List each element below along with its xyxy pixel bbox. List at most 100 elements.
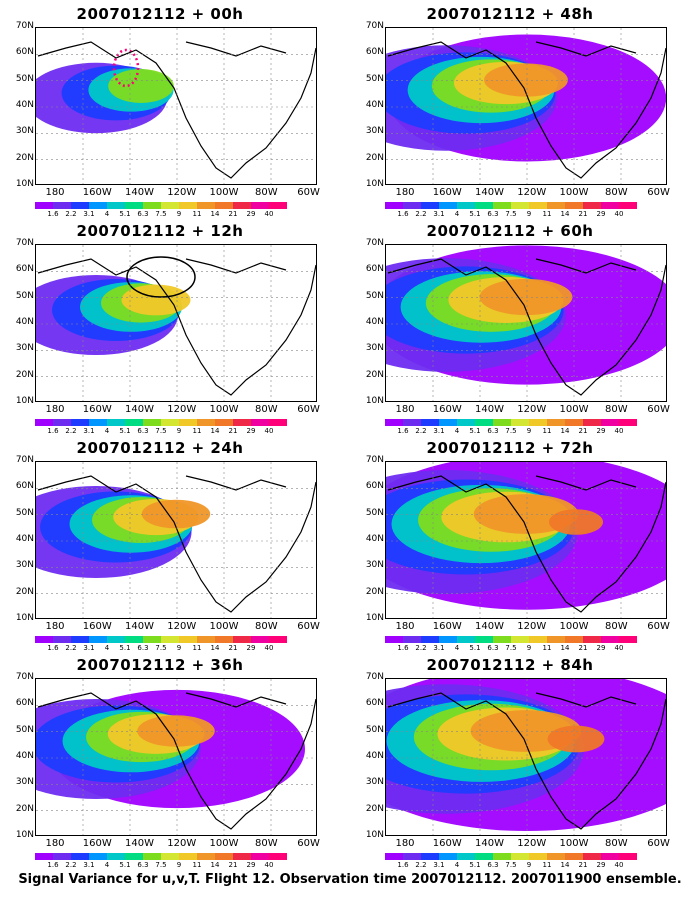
panel-title: 2007012112 + 84h: [426, 656, 594, 674]
colorbar-label: 29: [596, 427, 606, 435]
lat-label: 20N: [365, 152, 384, 163]
colorbar-swatch: [125, 419, 143, 426]
colorbar-swatch: [197, 419, 215, 426]
colorbar-swatch: [385, 419, 403, 426]
colorbar-swatch: [457, 636, 475, 643]
colorbar-label: 9: [176, 427, 182, 435]
colorbar-label: 14: [210, 861, 220, 869]
lon-label: 160W: [432, 187, 462, 198]
colorbar-swatch: [71, 419, 89, 426]
lat-label: 20N: [15, 152, 34, 163]
colorbar-swatch: [529, 202, 547, 209]
colorbar-label: 11: [542, 644, 552, 652]
colorbar-swatch: [385, 853, 403, 860]
colorbar-swatch: [403, 202, 421, 209]
colorbar-label: 1.6: [397, 644, 409, 652]
map-panel: 2007012112 + 84h 70N 60N 50N 40N 30N 20N 10N 180…: [350, 656, 670, 871]
colorbar-label: 3.1: [433, 644, 445, 652]
colorbar-swatch: [89, 636, 107, 643]
map-area: [35, 678, 317, 836]
colorbar-swatch: [565, 419, 583, 426]
colorbar-label: 7.5: [155, 427, 167, 435]
colorbar-swatch: [233, 419, 251, 426]
lon-label: 60W: [647, 187, 670, 198]
colorbar-swatch: [35, 202, 53, 209]
colorbar-swatch: [493, 419, 511, 426]
lon-label: 180: [395, 404, 415, 415]
colorbar-swatch: [493, 636, 511, 643]
colorbar-swatch: [529, 853, 547, 860]
colorbar-label: 21: [228, 427, 238, 435]
colorbar-swatch: [71, 636, 89, 643]
colorbar-swatch: [179, 202, 197, 209]
variance-contour: [121, 284, 191, 316]
lon-label: 100W: [559, 838, 589, 849]
colorbar-swatch: [89, 419, 107, 426]
variance-field: [386, 462, 666, 618]
colorbar-label: 4: [454, 861, 460, 869]
colorbar-swatch: [421, 202, 439, 209]
lat-label: 50N: [15, 507, 34, 518]
lon-label: 160W: [432, 621, 462, 632]
colorbar-swatch: [233, 636, 251, 643]
colorbar-label: 5.1: [469, 861, 481, 869]
colorbar-label: 6.3: [487, 644, 499, 652]
panel-title: 2007012112 + 48h: [426, 5, 594, 23]
lon-label: 80W: [254, 404, 278, 415]
lat-label: 40N: [365, 751, 384, 761]
colorbar-swatch: [511, 419, 529, 426]
colorbar-label: 1.6: [397, 210, 409, 218]
colorbar-label: 40: [614, 644, 624, 652]
colorbar-label: 29: [246, 427, 256, 435]
variance-contour: [108, 69, 174, 103]
lon-label: 120W: [517, 621, 547, 632]
lon-label: 140W: [475, 621, 505, 632]
lon-label: 80W: [604, 838, 628, 849]
map-panel: 2007012112 + 60h 70N 60N 50N 40N 30N 20N 10N 180…: [350, 222, 670, 437]
lon-label: 180: [395, 621, 415, 632]
colorbar-label: 11: [192, 427, 202, 435]
colorbar-swatch: [421, 853, 439, 860]
lon-label: 120W: [167, 621, 197, 632]
colorbar-label: 4: [454, 210, 460, 218]
lat-label: 70N: [15, 455, 34, 465]
map-area: [385, 244, 667, 402]
lat-label: 40N: [15, 751, 34, 761]
coastline: [37, 41, 316, 179]
colorbar-swatch: [529, 636, 547, 643]
colorbar-swatch: [125, 202, 143, 209]
colorbar-label: 14: [560, 210, 570, 218]
colorbar-swatch: [439, 636, 457, 643]
lon-label: 160W: [82, 838, 112, 849]
colorbar-label: 3.1: [433, 210, 445, 218]
lat-label: 40N: [15, 100, 34, 110]
variance-contour: [141, 499, 211, 529]
colorbar-label: 21: [228, 210, 238, 218]
lon-label: 60W: [647, 404, 670, 415]
colorbar-label: 29: [596, 861, 606, 869]
colorbar-swatch: [215, 202, 233, 209]
lon-label: 120W: [167, 838, 197, 849]
colorbar-swatch: [529, 419, 547, 426]
lat-label: 10N: [365, 830, 384, 840]
map-area: [385, 27, 667, 185]
colorbar-swatch: [125, 853, 143, 860]
colorbar-label: 3.1: [433, 427, 445, 435]
colorbar-label: 40: [264, 644, 274, 652]
map-area: [385, 461, 667, 619]
variance-field: [36, 679, 316, 835]
colorbar-swatch: [457, 419, 475, 426]
colorbar-label: 1.6: [397, 427, 409, 435]
colorbar-swatch: [107, 419, 125, 426]
colorbar-swatch: [107, 853, 125, 860]
lon-label: 160W: [432, 838, 462, 849]
variance-contour: [484, 63, 568, 97]
lat-label: 70N: [15, 672, 34, 682]
colorbar-label: 40: [264, 427, 274, 435]
lat-label: 20N: [15, 803, 34, 814]
colorbar-swatch: [53, 636, 71, 643]
lon-label: 180: [45, 838, 65, 849]
colorbar-swatch: [143, 853, 161, 860]
colorbar-label: 6.3: [487, 210, 499, 218]
colorbar-swatch: [161, 853, 179, 860]
